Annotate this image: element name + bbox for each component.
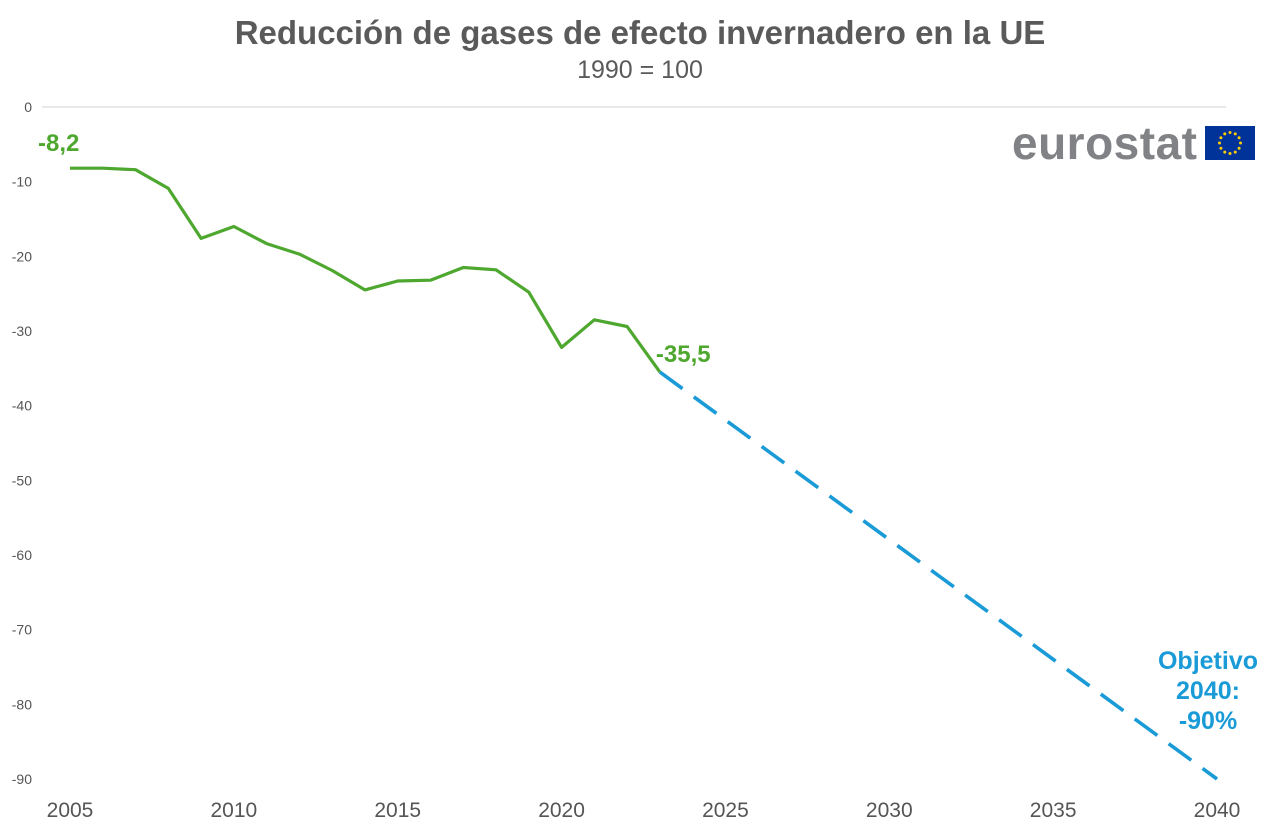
chart-subtitle: 1990 = 100 — [577, 56, 703, 84]
x-tick-label: 2040 — [1194, 799, 1241, 822]
x-tick-label: 2020 — [538, 799, 585, 822]
y-tick-label: -50 — [12, 472, 32, 488]
flag-star — [1234, 150, 1238, 154]
flag-star — [1238, 136, 1242, 140]
flag-star — [1228, 152, 1232, 155]
y-tick-label: -10 — [12, 174, 32, 190]
end-value-label: -35,5 — [656, 341, 711, 368]
series-line-target — [658, 370, 1219, 781]
target-label-line: Objetivo — [1158, 647, 1258, 675]
x-tick-label: 2030 — [866, 799, 913, 822]
chart-title: Reducción de gases de efecto invernadero… — [234, 14, 1046, 51]
flag-star — [1238, 146, 1242, 150]
y-tick-label: -70 — [12, 622, 32, 638]
target-label-line: 2040: — [1176, 677, 1240, 705]
eu-flag-icon — [1205, 126, 1256, 160]
series-line-emissions — [70, 166, 662, 374]
x-tick-label: 2035 — [1030, 799, 1077, 822]
target-label-line: -90% — [1179, 707, 1237, 735]
y-axis-ticks: 0 -10 -20 -30 -40 -50 -60 -70 -80 -90 — [12, 99, 32, 787]
y-tick-label: -30 — [12, 323, 32, 339]
x-tick-label: 2010 — [210, 799, 257, 822]
x-axis-ticks: 2005 2010 2015 2020 2025 2030 2035 2040 — [47, 799, 1241, 822]
x-tick-label: 2025 — [702, 799, 749, 822]
logo-text: eurostat — [1012, 117, 1198, 169]
y-tick-label: 0 — [24, 99, 32, 115]
start-value-label: -8,2 — [38, 130, 79, 157]
y-tick-label: -90 — [12, 771, 32, 787]
x-tick-label: 2015 — [374, 799, 421, 822]
flag-star — [1218, 141, 1222, 145]
flag-star — [1223, 150, 1227, 154]
y-tick-label: -60 — [12, 547, 32, 563]
series-layer — [70, 166, 1219, 781]
eurostat-logo: eurostat — [1012, 117, 1256, 169]
y-tick-label: -40 — [12, 398, 32, 414]
y-tick-label: -20 — [12, 248, 32, 264]
flag-star — [1219, 136, 1223, 140]
flag-star — [1234, 132, 1238, 136]
flag-star — [1239, 141, 1243, 145]
flag-star — [1223, 132, 1227, 136]
y-tick-label: -80 — [12, 696, 32, 712]
x-tick-label: 2005 — [47, 799, 94, 822]
flag-star — [1219, 146, 1223, 150]
flag-star — [1228, 131, 1232, 134]
